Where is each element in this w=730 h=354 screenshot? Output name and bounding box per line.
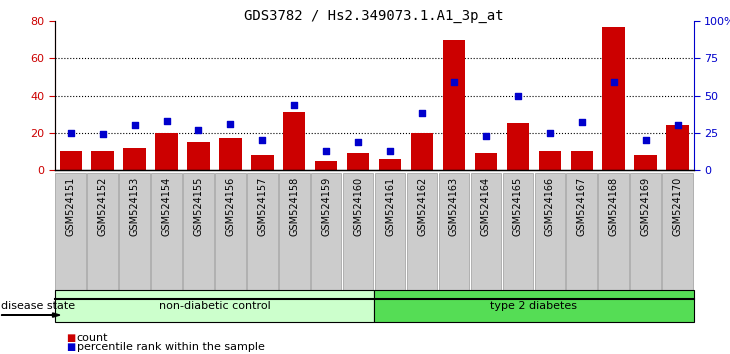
Text: GSM524156: GSM524156 [226, 177, 235, 236]
Text: GSM524161: GSM524161 [385, 177, 395, 236]
Point [288, 102, 300, 107]
Text: GSM524153: GSM524153 [130, 177, 139, 236]
Text: ■: ■ [66, 342, 75, 352]
Bar [315, 161, 337, 170]
Text: GSM524158: GSM524158 [289, 177, 299, 236]
Bar [123, 148, 146, 170]
Bar [474, 153, 497, 170]
Text: GSM524155: GSM524155 [193, 177, 204, 236]
Point [161, 118, 172, 124]
Bar [283, 112, 305, 170]
Point [128, 122, 140, 128]
Point [193, 127, 204, 133]
Text: type 2 diabetes: type 2 diabetes [491, 301, 577, 311]
Bar [251, 155, 274, 170]
Text: GSM524170: GSM524170 [672, 177, 683, 236]
Point [353, 139, 364, 144]
Point [256, 137, 268, 143]
Bar [155, 133, 177, 170]
Bar [443, 40, 465, 170]
Text: percentile rank within the sample: percentile rank within the sample [77, 342, 264, 352]
Text: ■: ■ [66, 333, 75, 343]
Text: GSM524154: GSM524154 [161, 177, 172, 236]
Bar [188, 142, 210, 170]
Text: GSM524168: GSM524168 [609, 177, 618, 236]
Text: GSM524160: GSM524160 [353, 177, 363, 236]
Bar [634, 155, 657, 170]
Point [448, 79, 460, 85]
Bar [379, 159, 402, 170]
Text: GSM524152: GSM524152 [98, 177, 107, 236]
Point [576, 120, 588, 125]
Point [608, 79, 620, 85]
Point [65, 130, 77, 136]
Point [97, 131, 109, 137]
Bar [219, 138, 242, 170]
Point [639, 137, 651, 143]
Bar [91, 152, 114, 170]
Bar [411, 133, 433, 170]
Text: GSM524162: GSM524162 [417, 177, 427, 236]
Bar [539, 152, 561, 170]
Point [416, 110, 428, 116]
Point [320, 148, 332, 153]
Point [544, 130, 556, 136]
Bar [60, 152, 82, 170]
Text: GSM524159: GSM524159 [321, 177, 331, 236]
Text: GSM524151: GSM524151 [66, 177, 76, 236]
Point [225, 121, 237, 127]
Point [480, 133, 492, 138]
Text: GDS3782 / Hs2.349073.1.A1_3p_at: GDS3782 / Hs2.349073.1.A1_3p_at [245, 9, 504, 23]
Bar [507, 124, 529, 170]
Text: count: count [77, 333, 108, 343]
Text: GSM524164: GSM524164 [481, 177, 491, 236]
Text: disease state: disease state [1, 301, 76, 311]
Bar [602, 27, 625, 170]
Bar [571, 152, 593, 170]
Text: GSM524167: GSM524167 [577, 177, 587, 236]
Point [672, 122, 683, 128]
Point [512, 93, 523, 98]
Bar [666, 125, 688, 170]
Text: GSM524166: GSM524166 [545, 177, 555, 236]
Text: GSM524169: GSM524169 [641, 177, 650, 236]
Point [384, 148, 396, 153]
Text: GSM524157: GSM524157 [258, 177, 267, 236]
Text: GSM524163: GSM524163 [449, 177, 459, 236]
Text: non-diabetic control: non-diabetic control [158, 301, 270, 311]
Bar [347, 153, 369, 170]
Text: GSM524165: GSM524165 [513, 177, 523, 236]
